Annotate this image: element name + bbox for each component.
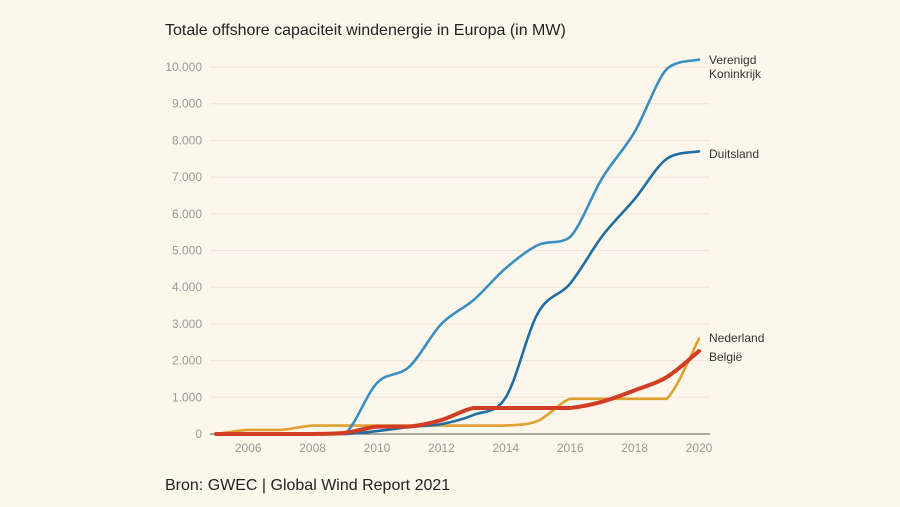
x-tick-label: 2020 [686,441,713,455]
chart-title: Totale offshore capaciteit windenergie i… [165,22,566,39]
chart-source: Bron: GWEC | Global Wind Report 2021 [165,477,451,494]
series-line-verenigd-koninkrijk [214,58,701,436]
x-tick-label: 2016 [557,441,584,455]
series-line-belgië [214,349,701,436]
y-tick-label: 5.000 [172,244,202,258]
x-tick-label: 2010 [364,441,391,455]
y-tick-label: 3.000 [172,317,202,331]
series-label: Duitsland [709,147,759,161]
y-tick-label: 9.000 [172,97,202,111]
y-tick-label: 1.000 [172,390,202,404]
y-tick-label: 7.000 [172,170,202,184]
y-tick-label: 4.000 [172,280,202,294]
x-tick-label: 2012 [428,441,455,455]
x-tick-label: 2014 [492,441,519,455]
y-tick-label: 6.000 [172,207,202,221]
y-tick-label: 8.000 [172,133,202,147]
y-tick-label: 0 [195,427,202,441]
series-label: Nederland [709,331,764,345]
y-tick-label: 10.000 [165,60,202,74]
series-label: Koninkrijk [709,67,762,81]
x-tick-label: 2006 [235,441,262,455]
x-tick-label: 2008 [299,441,326,455]
x-tick-label: 2018 [621,441,648,455]
series-label: België [709,350,743,364]
y-tick-label: 2.000 [172,354,202,368]
series-line-nederland [214,337,701,436]
series-label: Verenigd [709,53,756,67]
